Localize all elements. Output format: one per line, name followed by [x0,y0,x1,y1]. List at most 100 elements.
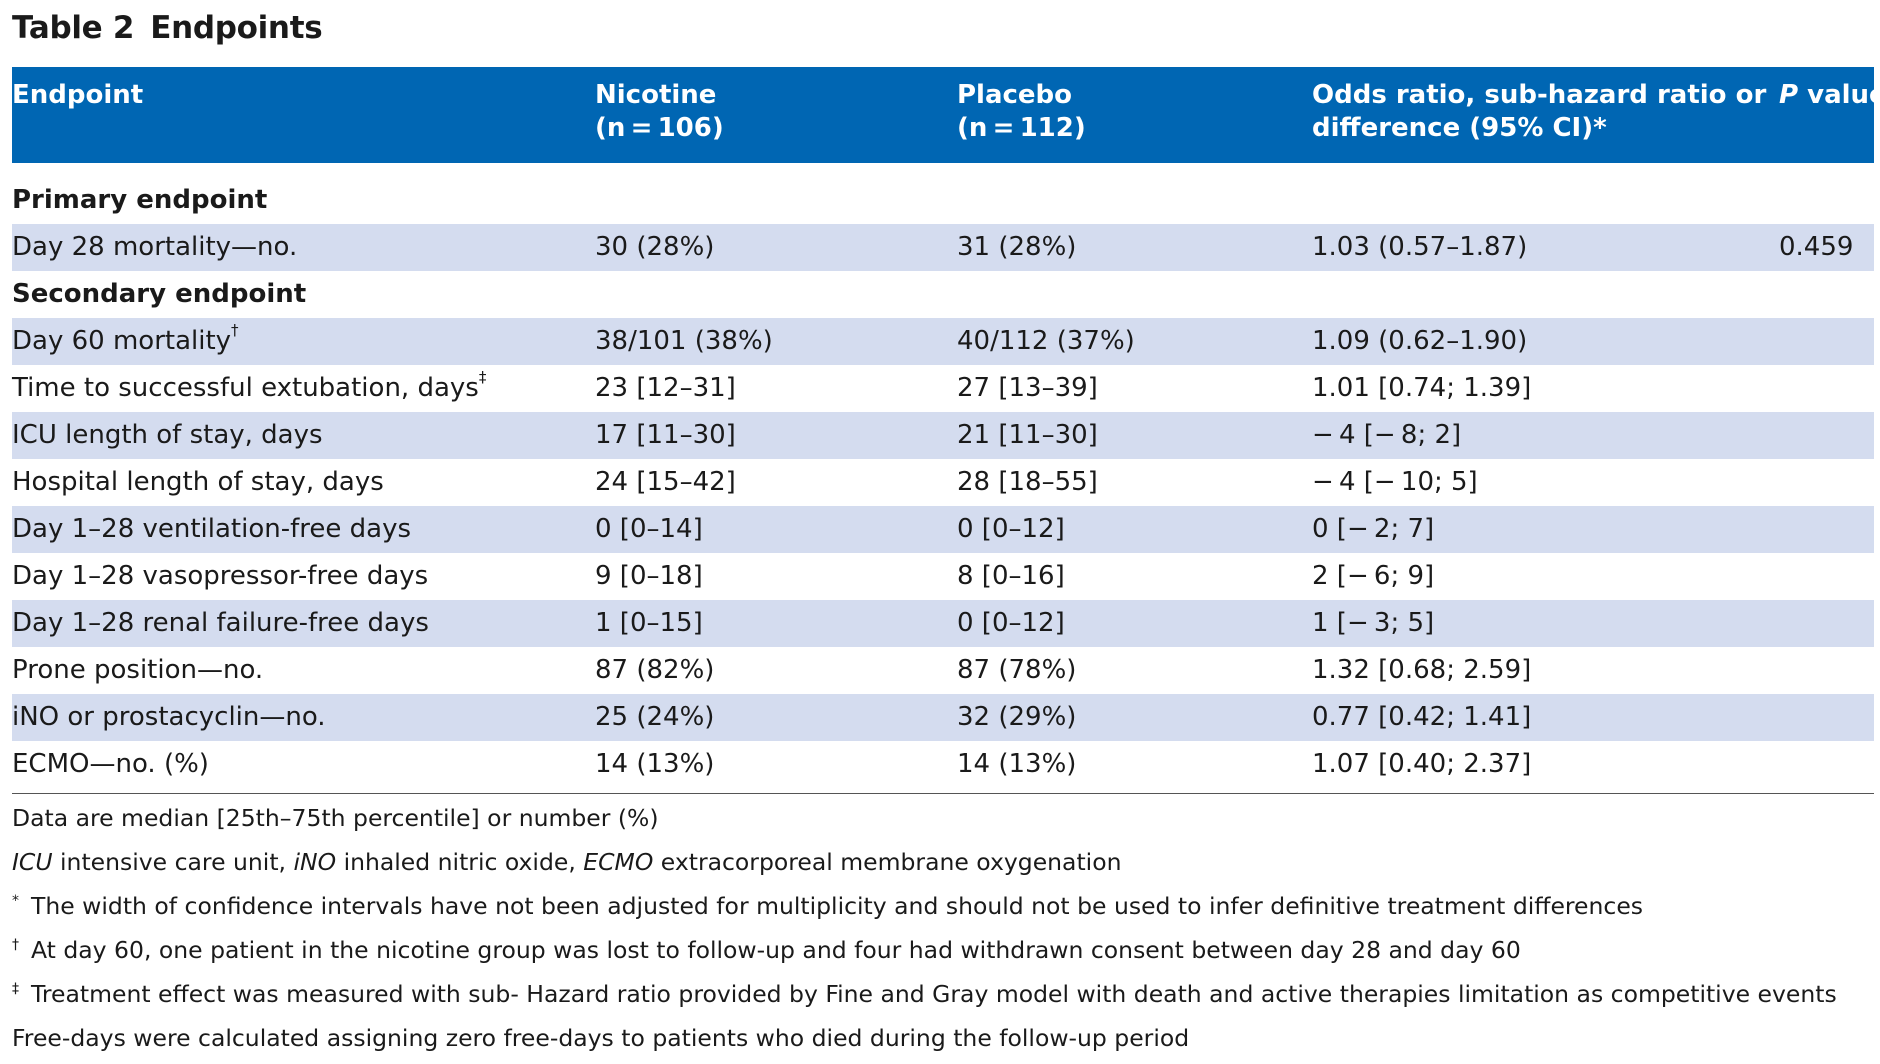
table-row: ECMO—no. (%) 14 (13%) 14 (13%) 1.07 [0.40; … [12,741,1874,788]
header-effect: Odds ratio, sub-hazard ratio or differen… [1312,79,1766,145]
cell-placebo: 31 (28%) [957,224,1076,271]
cell-p: 0.459 [1779,224,1853,271]
cell-endpoint: iNO or prostacyclin—no. [12,694,326,741]
cell-placebo-text: 14 (13%) [957,749,1077,779]
cell-nicotine: 9 [0–18] [595,553,703,600]
table-row: Prone position—no. 87 (82%) 87 (78%) 1.32 [… [12,647,1874,694]
cell-endpoint-text: ECMO—no. (%) [12,749,209,779]
abbr-term: ECMO [583,848,654,876]
cell-placebo: 14 (13%) [957,741,1076,788]
cell-effect-text: 2 [− 6; 9] [1312,561,1435,591]
cell-nicotine: 30 (28%) [595,224,714,271]
cell-endpoint-text: Day 1–28 renal failure-free days [12,608,429,638]
table-row: Day 60 mortality† 38/101 (38%) 40/112 (37%… [12,318,1874,365]
cell-nicotine: 17 [11–30] [595,412,736,459]
cell-nicotine-text: 0 [0–14] [595,514,703,544]
table-row: Day 1–28 renal failure-free days 1 [0–15]… [12,600,1874,647]
cell-effect-text: 1.32 [0.68; 2.59] [1312,655,1532,685]
cell-endpoint: ICU length of stay, days [12,412,323,459]
cell-effect: 0 [− 2; 7] [1312,506,1434,553]
footnote-free-days: Free-days were calculated assigning zero… [12,1024,1190,1052]
table-caption: Table 2 Endpoints [12,10,323,46]
table-row: iNO or prostacyclin—no. 25 (24%) 32 (29%) 0… [12,694,1874,741]
cell-endpoint-text: Day 60 mortality [12,326,232,356]
cell-nicotine: 87 (82%) [595,647,714,694]
cell-endpoint-text: Time to successful extubation, days [12,373,479,403]
footnote-star-text: The width of confidence intervals have n… [31,892,1644,920]
header-p-italic: P [1779,80,1799,110]
footnote-double-dagger: ‡ Treatment effect was measured with sub-… [12,976,1874,1020]
footnote-mark: ‡ [478,368,487,387]
cell-nicotine-text: 17 [11–30] [595,420,736,450]
cell-endpoint: Day 1–28 vasopressor-free days [12,553,428,600]
cell-endpoint-text: ICU length of stay, days [12,420,323,450]
cell-endpoint: Day 1–28 renal failure-free days [12,600,429,647]
cell-nicotine: 1 [0–15] [595,600,703,647]
table-bottom-rule [12,793,1874,794]
table-row: ICU length of stay, days 17 [11–30] 21 [11… [12,412,1874,459]
header-p-value: P value [1779,79,1880,112]
abbr-definition: extracorporeal membrane oxygenation [653,848,1122,876]
cell-endpoint-text: Day 1–28 vasopressor-free days [12,561,429,591]
cell-endpoint: Day 60 mortality† [12,318,239,365]
cell-effect-text: 1 [− 3; 5] [1312,608,1435,638]
header-nicotine: Nicotine (n = 106) [595,79,724,145]
section-secondary: Secondary endpoint [12,271,1874,318]
section-label: Secondary endpoint [12,279,307,309]
table-body: Primary endpoint Day 28 mortality—no. 30 (… [12,177,1874,788]
cell-nicotine-text: 23 [12–31] [595,373,736,403]
cell-effect: 1 [− 3; 5] [1312,600,1434,647]
cell-effect: 1.09 (0.62–1.90) [1312,318,1527,365]
cell-placebo-text: 32 (29%) [957,702,1077,732]
cell-placebo-text: 87 (78%) [957,655,1077,685]
cell-endpoint-text: Prone position—no. [12,655,264,685]
cell-endpoint-text: Hospital length of stay, days [12,467,384,497]
cell-endpoint: Day 28 mortality—no. [12,224,297,271]
cell-endpoint: Day 1–28 ventilation-free days [12,506,411,553]
cell-placebo: 40/112 (37%) [957,318,1135,365]
cell-effect: − 4 [− 8; 2] [1312,412,1461,459]
footnote-mark: † [231,321,239,340]
cell-effect-text: 1.03 (0.57–1.87) [1312,232,1528,262]
cell-placebo: 28 [18–55] [957,459,1098,506]
table-label: Table 2 [12,10,135,46]
cell-endpoint: Time to successful extubation, days‡ [12,365,486,412]
table-footnotes: Data are median [25th–75th percentile] o… [12,800,1874,1064]
header-nicotine-n: (n = 106) [595,113,724,143]
table-title: Endpoints [150,10,323,46]
cell-nicotine-text: 14 (13%) [595,749,715,779]
footnote-dagger-mark: † [12,937,19,953]
cell-placebo-text: 8 [0–16] [957,561,1065,591]
abbr-term: ICU [12,848,53,876]
cell-placebo-text: 40/112 (37%) [957,326,1135,356]
abbr-definition: intensive care unit, [52,848,294,876]
table-row: Day 28 mortality—no. 30 (28%) 31 (28%) 1.03… [12,224,1874,271]
header-placebo-label: Placebo [957,80,1073,110]
cell-endpoint-text: Day 1–28 ventilation-free days [12,514,412,544]
footnote-dagger: † At day 60, one patient in the nicotine … [12,932,1874,976]
footnote-star: * The width of confidence intervals have … [12,888,1874,932]
cell-endpoint: Prone position—no. [12,647,263,694]
cell-effect-text: 1.07 [0.40; 2.37] [1312,749,1532,779]
footnote-abbreviations: ICU intensive care unit, iNO inhaled nit… [12,844,1874,888]
cell-nicotine-text: 30 (28%) [595,232,715,262]
cell-endpoint-text: iNO or prostacyclin—no. [12,702,326,732]
footnote-star-mark: * [12,893,19,909]
cell-effect: 1.07 [0.40; 2.37] [1312,741,1531,788]
cell-placebo: 87 (78%) [957,647,1076,694]
header-endpoint: Endpoint [12,80,144,110]
footnote-double-dagger-mark: ‡ [12,981,19,997]
table-header: Endpoint Nicotine (n = 106) Placebo (n =… [12,67,1880,163]
cell-nicotine: 38/101 (38%) [595,318,773,365]
cell-effect: 2 [− 6; 9] [1312,553,1434,600]
header-effect-line1: Odds ratio, sub-hazard ratio or [1312,80,1767,110]
cell-placebo-text: 0 [0–12] [957,608,1065,638]
cell-effect-text: 0.77 [0.42; 1.41] [1312,702,1532,732]
cell-effect: 1.01 [0.74; 1.39] [1312,365,1531,412]
table-row: Time to successful extubation, days‡ 23 [… [12,365,1874,412]
section-primary: Primary endpoint [12,177,1874,224]
cell-nicotine-text: 25 (24%) [595,702,715,732]
header-placebo-n: (n = 112) [957,113,1086,143]
cell-effect-text: − 4 [− 8; 2] [1312,420,1462,450]
cell-nicotine-text: 87 (82%) [595,655,715,685]
